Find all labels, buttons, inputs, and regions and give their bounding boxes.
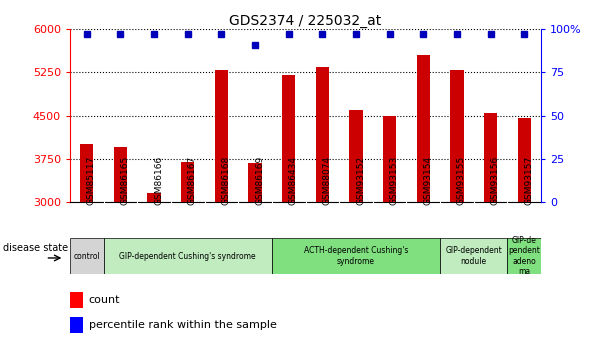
Text: GSM86165: GSM86165 [120, 156, 130, 205]
Text: GSM86166: GSM86166 [154, 156, 163, 205]
Bar [80, 144, 94, 202]
Bar [147, 193, 161, 202]
Text: GSM93153: GSM93153 [390, 156, 399, 205]
Bar [451, 70, 464, 202]
Bar [440, 238, 508, 274]
Bar [383, 116, 396, 202]
Text: GSM93155: GSM93155 [457, 156, 466, 205]
Text: control: control [74, 252, 100, 261]
Bar [416, 55, 430, 202]
Bar [484, 113, 497, 202]
Text: GSM86169: GSM86169 [255, 156, 264, 205]
Text: GIP-dependent
nodule: GIP-dependent nodule [446, 246, 502, 266]
Text: ACTH-dependent Cushing's
syndrome: ACTH-dependent Cushing's syndrome [304, 246, 408, 266]
Text: percentile rank within the sample: percentile rank within the sample [89, 320, 277, 330]
Text: GSM85117: GSM85117 [87, 156, 95, 205]
Bar [215, 70, 228, 202]
Bar [70, 317, 83, 333]
Text: GSM88074: GSM88074 [322, 156, 331, 205]
Bar [114, 147, 127, 202]
Text: GSM93157: GSM93157 [524, 156, 533, 205]
Title: GDS2374 / 225032_at: GDS2374 / 225032_at [229, 14, 382, 28]
Bar [181, 161, 195, 202]
Text: GSM86434: GSM86434 [289, 156, 298, 205]
Text: disease state: disease state [4, 243, 69, 253]
Bar [70, 292, 83, 308]
Text: GSM86168: GSM86168 [221, 156, 230, 205]
Text: GSM93156: GSM93156 [491, 156, 500, 205]
Bar [248, 163, 262, 202]
Bar [349, 110, 363, 202]
Text: GSM93154: GSM93154 [423, 156, 432, 205]
Bar [316, 67, 329, 202]
Bar [282, 75, 295, 202]
Bar [70, 238, 103, 274]
Text: GSM93152: GSM93152 [356, 156, 365, 205]
Text: GSM86167: GSM86167 [188, 156, 197, 205]
Bar [508, 238, 541, 274]
Text: count: count [89, 295, 120, 305]
Text: GIP-dependent Cushing's syndrome: GIP-dependent Cushing's syndrome [119, 252, 256, 261]
Bar [103, 238, 272, 274]
Text: GIP-de
pendent
adeno
ma: GIP-de pendent adeno ma [508, 236, 541, 276]
Bar [517, 118, 531, 202]
Bar [272, 238, 440, 274]
